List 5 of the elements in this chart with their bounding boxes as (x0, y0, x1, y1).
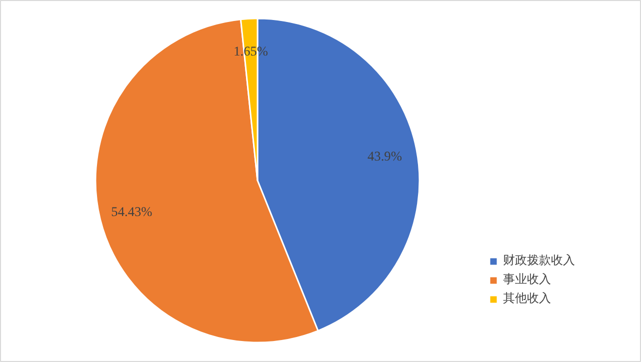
legend-label: 事业收入 (503, 271, 551, 288)
data-label: 54.43% (111, 204, 152, 220)
data-label: 43.9% (368, 148, 402, 164)
legend-label: 财政拨款收入 (503, 252, 575, 269)
legend-label: 其他收入 (503, 290, 551, 307)
